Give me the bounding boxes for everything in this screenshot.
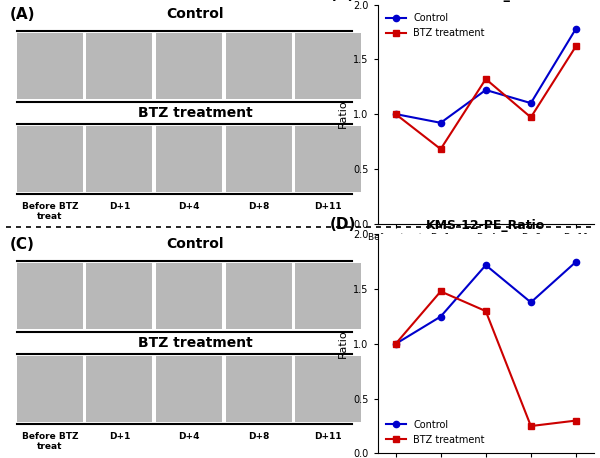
Text: D+1: D+1 [109,202,130,211]
Bar [86,263,152,329]
Legend: Control, BTZ treatment: Control, BTZ treatment [382,10,489,42]
Text: D+1: D+1 [109,431,130,441]
Text: D+11: D+11 [314,431,342,441]
Bar [156,263,222,329]
Text: D+4: D+4 [178,202,200,211]
Text: (A): (A) [10,7,35,22]
Text: (C): (C) [10,237,34,251]
Text: BTZ treatment: BTZ treatment [138,106,253,120]
Text: Before BTZ
treat: Before BTZ treat [22,202,78,221]
Bar [17,263,83,329]
Bar [86,33,152,99]
Y-axis label: Ratio: Ratio [338,330,347,358]
Bar [17,356,83,422]
Bar [86,356,152,422]
Title: KMS-12-PE_Ratio: KMS-12-PE_Ratio [426,219,545,232]
Text: D+8: D+8 [248,202,269,211]
Bar [86,126,152,192]
Bar [156,33,222,99]
Bar [295,33,361,99]
X-axis label: Days: Days [472,247,500,257]
Bar [17,33,83,99]
Y-axis label: Ratio: Ratio [338,100,347,128]
Text: BTZ treatment: BTZ treatment [138,336,253,350]
Bar [226,356,292,422]
Text: (B): (B) [330,0,355,2]
Bar [156,126,222,192]
Bar [226,33,292,99]
Text: D+4: D+4 [178,431,200,441]
Bar [295,356,361,422]
Text: D+11: D+11 [314,202,342,211]
Bar [295,126,361,192]
Bar [156,356,222,422]
Bar [17,126,83,192]
Text: Control: Control [167,7,224,21]
Text: D+8: D+8 [248,431,269,441]
Text: Before BTZ
treat: Before BTZ treat [22,431,78,451]
Legend: Control, BTZ treatment: Control, BTZ treatment [382,416,489,448]
Text: Control: Control [167,237,224,251]
Bar [226,126,292,192]
Title: KMS-12-BM_Ratio: KMS-12-BM_Ratio [424,0,548,2]
Bar [295,263,361,329]
Text: (D): (D) [330,217,356,232]
Bar [226,263,292,329]
